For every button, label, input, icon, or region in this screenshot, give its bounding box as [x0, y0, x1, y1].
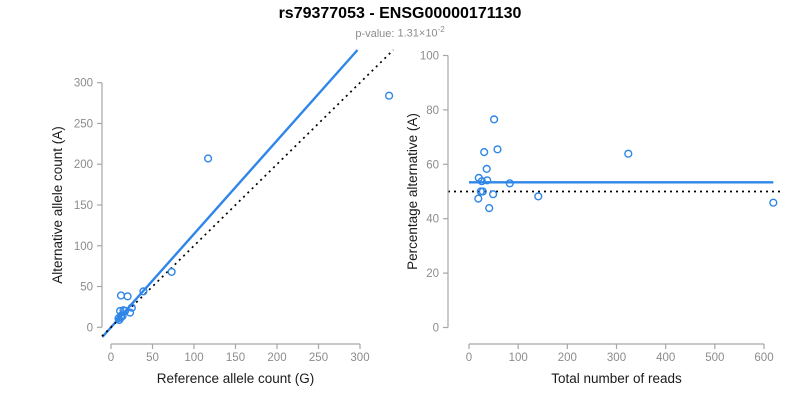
x-tick-label: 400	[656, 352, 675, 364]
data-point	[489, 190, 498, 199]
subtitle-times: ×	[418, 27, 426, 40]
regression-line	[101, 49, 359, 338]
x-tick-label: 300	[607, 352, 626, 364]
data-point	[204, 154, 213, 163]
y-axis: 0 50 100 150 200 250 300 Alternative allele cou…	[50, 78, 103, 334]
y-tick-label: 200	[74, 159, 93, 171]
x-tick-label: 300	[350, 352, 369, 364]
y-tick-label: 250	[74, 118, 93, 130]
y-axis-title: Alternative allele count (A)	[50, 126, 65, 284]
x-tick-label: 50	[146, 352, 159, 364]
x-axis: 0 50 100 150 200 250 300 Reference allele count…	[108, 343, 370, 386]
y-tick-label: 50	[80, 282, 93, 294]
data-point	[769, 198, 778, 207]
subtitle-mantissa: 1.31	[397, 27, 419, 40]
x-tick-label: 600	[754, 352, 773, 364]
y-tick-label: 150	[74, 200, 93, 212]
data-point	[483, 176, 492, 185]
data-point	[505, 179, 514, 188]
figure-subtitle: p-value: 1.31×10-2	[0, 25, 800, 40]
chart-allele-counts: 0 50 100 150 200 250 300 Reference allele count…	[50, 49, 394, 386]
data-point	[474, 194, 483, 203]
data-point	[123, 292, 132, 301]
subtitle-label: p-value:	[355, 27, 395, 40]
data-point	[490, 115, 499, 124]
y-tick-label: 80	[426, 105, 439, 117]
y-tick-label: 20	[426, 268, 439, 280]
y-tick-label: 300	[74, 78, 93, 90]
y-tick-label: 0	[87, 322, 93, 334]
x-tick-label: 100	[184, 352, 203, 364]
data-point	[493, 145, 502, 154]
data-point	[485, 204, 494, 213]
data-point	[139, 287, 148, 296]
figure-title: rs79377053 - ENSG00000171130	[278, 5, 522, 22]
data-point	[534, 192, 543, 201]
identity-line	[101, 49, 394, 337]
y-tick-label: 100	[420, 51, 439, 63]
y-axis: 0 20 40 60 80 100 Percentage alternative (A)	[405, 51, 449, 335]
x-tick-label: 250	[309, 352, 328, 364]
y-tick-label: 0	[433, 323, 439, 335]
subtitle-base: 10	[425, 27, 438, 40]
data-point	[477, 177, 486, 186]
x-tick-label: 150	[226, 352, 245, 364]
x-axis: 0 100 200 300 400 500 600 Total number of reads	[466, 343, 774, 386]
data-point	[127, 303, 136, 312]
data-point	[624, 149, 633, 158]
y-tick-label: 100	[74, 241, 93, 253]
x-axis-title: Reference allele count (G)	[157, 371, 315, 386]
data-point	[115, 315, 124, 325]
x-tick-label: 0	[108, 352, 114, 364]
y-tick-label: 40	[426, 214, 439, 226]
x-tick-label: 500	[705, 352, 724, 364]
x-tick-label: 100	[509, 352, 528, 364]
x-tick-label: 0	[466, 352, 472, 364]
data-point	[478, 187, 487, 196]
data-point	[167, 267, 176, 277]
x-tick-label: 200	[267, 352, 286, 364]
data-point	[116, 291, 126, 300]
data-point	[126, 308, 135, 317]
y-axis-title: Percentage alternative (A)	[405, 113, 420, 270]
x-axis-title: Total number of reads	[551, 371, 682, 386]
subtitle-exponent: -2	[437, 25, 445, 34]
data-point	[480, 148, 489, 157]
x-tick-label: 200	[558, 352, 577, 364]
data-point	[385, 91, 394, 100]
y-tick-label: 60	[426, 159, 439, 171]
data-point	[482, 164, 491, 174]
